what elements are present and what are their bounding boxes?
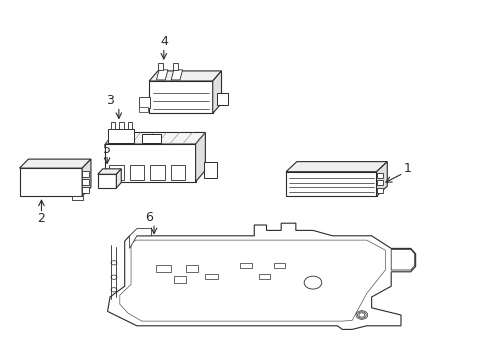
Bar <box>259 274 269 279</box>
Bar <box>173 276 185 283</box>
Polygon shape <box>82 159 91 196</box>
Bar <box>107 129 134 143</box>
Bar <box>376 173 383 178</box>
Bar <box>273 263 284 268</box>
Polygon shape <box>285 172 376 196</box>
Bar <box>205 274 217 279</box>
Polygon shape <box>105 132 205 144</box>
Bar <box>139 107 148 112</box>
Polygon shape <box>156 70 167 80</box>
Text: 6: 6 <box>145 211 153 224</box>
Polygon shape <box>149 81 212 113</box>
Text: 1: 1 <box>403 162 410 175</box>
Polygon shape <box>98 174 116 188</box>
Bar <box>376 188 383 193</box>
Polygon shape <box>107 223 415 329</box>
Text: 3: 3 <box>106 94 114 107</box>
Bar <box>72 196 83 200</box>
Polygon shape <box>120 240 385 321</box>
Polygon shape <box>116 169 121 188</box>
Polygon shape <box>285 162 386 172</box>
Bar <box>127 122 132 129</box>
Text: 2: 2 <box>38 212 45 225</box>
Polygon shape <box>212 71 221 113</box>
Polygon shape <box>129 229 151 248</box>
Polygon shape <box>20 159 91 168</box>
Bar <box>82 171 88 177</box>
Bar <box>142 134 161 143</box>
Polygon shape <box>149 71 221 81</box>
Bar <box>204 162 216 178</box>
Polygon shape <box>171 70 182 80</box>
Bar <box>156 265 171 272</box>
Bar <box>129 165 144 180</box>
Text: 5: 5 <box>103 143 111 156</box>
Bar <box>150 165 164 180</box>
Bar <box>139 97 150 108</box>
Bar <box>173 63 178 70</box>
Bar <box>376 180 383 185</box>
Polygon shape <box>98 169 121 174</box>
Bar <box>82 179 88 185</box>
Text: 4: 4 <box>160 35 167 48</box>
Polygon shape <box>105 144 195 182</box>
Bar <box>158 63 163 70</box>
Bar <box>239 263 251 268</box>
Bar <box>82 187 88 193</box>
Polygon shape <box>195 132 205 182</box>
Polygon shape <box>20 168 82 196</box>
Bar <box>217 93 227 105</box>
Bar <box>170 165 185 180</box>
Bar <box>109 165 123 180</box>
Polygon shape <box>390 249 414 270</box>
Bar <box>111 122 115 129</box>
Bar <box>185 265 198 272</box>
Bar <box>119 122 123 129</box>
Polygon shape <box>376 162 386 196</box>
